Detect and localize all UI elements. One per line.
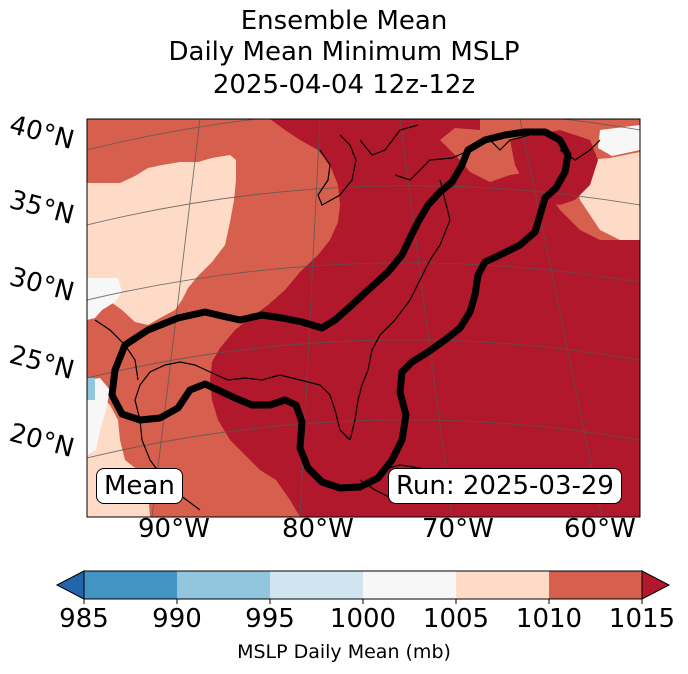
mean-label: Mean (96, 468, 183, 504)
colorbar-tick-990: 990 (152, 604, 202, 634)
colorbar-seg-990 (177, 571, 270, 599)
map-area (87, 119, 640, 517)
lon-label-80w: 80°W (282, 514, 354, 544)
lon-label-70w: 70°W (422, 514, 494, 544)
field-1000-1005-west (87, 155, 236, 325)
colorbar (55, 570, 671, 604)
colorbar-seg-995 (270, 571, 363, 599)
run-label: Run: 2025-03-29 (388, 468, 622, 504)
colorbar-label: MSLP Daily Mean (mb) (237, 641, 451, 663)
colorbar-extend-low (55, 570, 85, 600)
field-below-995-west (87, 378, 95, 400)
colorbar-tick-1005: 1005 (422, 604, 490, 634)
colorbar-tick-985: 985 (59, 604, 109, 634)
contour-line (108, 128, 572, 492)
field-below-1000-west (87, 278, 122, 320)
colorbar-tick-1010: 1010 (515, 604, 583, 634)
colorbar-tick-1000: 1000 (329, 604, 397, 634)
colorbar-seg-1005 (456, 571, 549, 599)
field-1010-1015 (210, 119, 640, 517)
colorbar-seg-985 (84, 571, 177, 599)
colorbar-extend-high (641, 570, 671, 600)
map-frame (86, 118, 641, 518)
title-line-2: Daily Mean Minimum MSLP (168, 37, 520, 67)
colorbar-tick-995: 995 (245, 604, 295, 634)
colorbar-tick-1015: 1015 (608, 604, 676, 634)
lon-label-90w: 90°W (138, 514, 210, 544)
colorbar-seg-1010 (549, 571, 642, 599)
colorbar-seg-1000 (363, 571, 456, 599)
title-line-3: 2025-04-04 12z-12z (212, 70, 476, 100)
lon-label-60w: 60°W (564, 514, 636, 544)
field-below-1000-northeast (598, 125, 640, 156)
field-1010-1015-northeast (510, 130, 598, 205)
colorbar-tick-marks (83, 599, 643, 604)
title-line-1: Ensemble Mean (240, 6, 448, 36)
